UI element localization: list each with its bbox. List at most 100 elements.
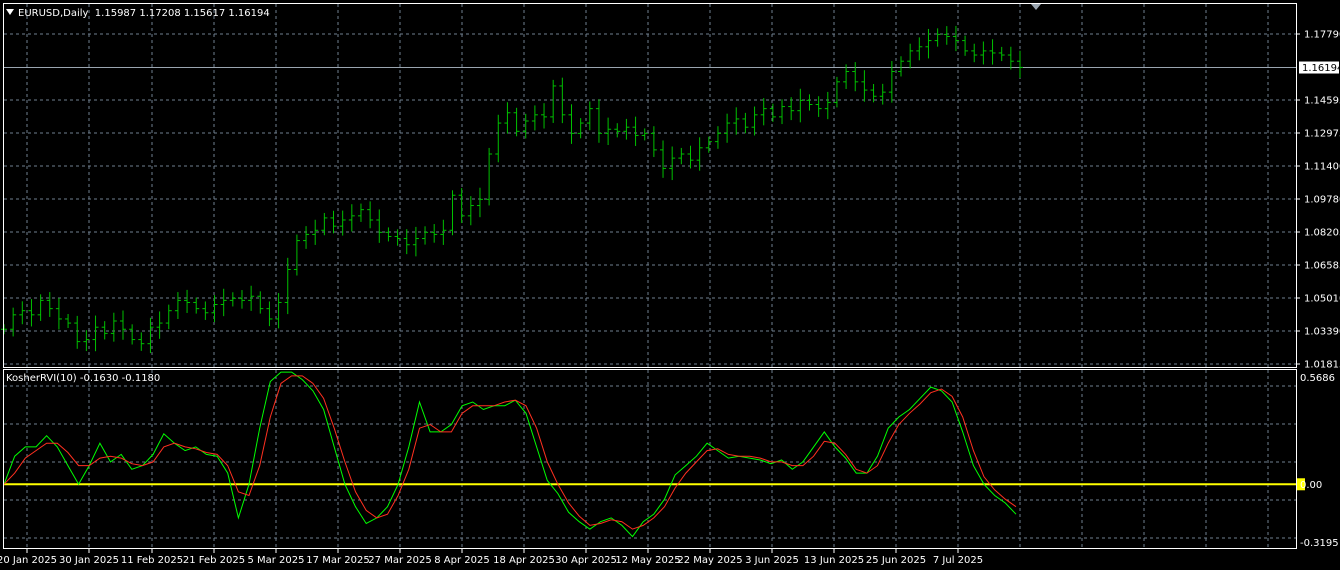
ohlc-bar[interactable] (156, 311, 163, 339)
ohlc-bar[interactable] (248, 285, 255, 311)
ohlc-bar[interactable] (943, 26, 950, 45)
ohlc-bar[interactable] (110, 312, 117, 342)
ohlc-bar[interactable] (586, 101, 593, 131)
ohlc-bar[interactable] (138, 332, 145, 351)
ohlc-bar[interactable] (257, 291, 264, 314)
ohlc-bar[interactable] (440, 219, 447, 245)
ohlc-bar[interactable] (614, 123, 621, 138)
ohlc-bar[interactable] (165, 304, 172, 330)
ohlc-bar[interactable] (403, 229, 410, 255)
ohlc-bar[interactable] (815, 96, 822, 117)
ohlc-bar[interactable] (101, 321, 108, 340)
ohlc-bar[interactable] (147, 317, 154, 354)
ohlc-bar[interactable] (303, 226, 310, 249)
ohlc-bar[interactable] (550, 79, 557, 123)
ohlc-bar[interactable] (788, 97, 795, 121)
ohlc-bar[interactable] (431, 224, 438, 243)
ohlc-bar[interactable] (998, 46, 1005, 62)
ohlc-bar[interactable] (28, 299, 35, 327)
ohlc-bar[interactable] (806, 94, 813, 111)
chart-shift-marker-icon[interactable] (1031, 4, 1041, 10)
ohlc-bar[interactable] (229, 292, 236, 307)
ohlc-bar[interactable] (357, 203, 364, 222)
ohlc-bar[interactable] (733, 107, 740, 135)
ohlc-bar[interactable] (1017, 50, 1023, 78)
ohlc-bar[interactable] (989, 39, 996, 65)
ohlc-bar[interactable] (888, 61, 895, 103)
ohlc-bar[interactable] (220, 288, 227, 317)
ohlc-bar[interactable] (934, 28, 941, 47)
ohlc-bar[interactable] (65, 313, 72, 329)
ohlc-bar[interactable] (577, 118, 584, 139)
price-bars[interactable] (1, 25, 1023, 354)
ohlc-bar[interactable] (486, 147, 493, 206)
ohlc-bar[interactable] (367, 201, 374, 229)
ohlc-bar[interactable] (55, 298, 62, 330)
ohlc-bar[interactable] (504, 102, 511, 134)
indicator-lines[interactable] (3, 371, 1296, 538)
ohlc-bar[interactable] (46, 292, 53, 317)
ohlc-bar[interactable] (348, 204, 355, 232)
ohlc-bar[interactable] (321, 212, 328, 236)
ohlc-bar[interactable] (174, 292, 181, 319)
ohlc-bar[interactable] (184, 289, 191, 313)
collapse-triangle-icon[interactable] (6, 9, 14, 15)
ohlc-bar[interactable] (330, 210, 337, 234)
ohlc-bar[interactable] (962, 35, 969, 56)
ohlc-bar[interactable] (1007, 46, 1014, 70)
indicator-header[interactable]: KosherRVI(10) -0.1630 -0.1180 (6, 373, 160, 384)
ohlc-bar[interactable] (202, 301, 209, 320)
ohlc-bar[interactable] (650, 126, 657, 158)
ohlc-bar[interactable] (724, 113, 731, 143)
ohlc-bar[interactable] (266, 301, 273, 327)
ohlc-bar[interactable] (74, 315, 81, 349)
ohlc-bar[interactable] (605, 117, 612, 146)
ohlc-bar[interactable] (458, 188, 465, 224)
ohlc-bar[interactable] (92, 315, 99, 352)
ohlc-bar[interactable] (376, 209, 383, 243)
ohlc-bar[interactable] (870, 84, 877, 103)
ohlc-bar[interactable] (19, 301, 26, 325)
ohlc-bar[interactable] (678, 147, 685, 165)
ohlc-bar[interactable] (824, 91, 831, 120)
ohlc-bar[interactable] (293, 234, 300, 276)
ohlc-bar[interactable] (779, 99, 786, 125)
ohlc-bar[interactable] (211, 295, 218, 323)
ohlc-bar[interactable] (339, 210, 346, 236)
ohlc-bar[interactable] (595, 99, 602, 143)
ohlc-bar[interactable] (559, 77, 566, 124)
ohlc-bar[interactable] (129, 324, 136, 345)
ohlc-bar[interactable] (37, 294, 44, 321)
ohlc-bar[interactable] (660, 140, 667, 178)
ohlc-bar[interactable] (541, 103, 548, 129)
ohlc-bar[interactable] (83, 330, 90, 352)
ohlc-bar[interactable] (412, 226, 419, 257)
ohlc-bar[interactable] (623, 118, 630, 140)
ohlc-bar[interactable] (531, 105, 538, 131)
ohlc-bar[interactable] (751, 106, 758, 136)
ohlc-bar[interactable] (284, 257, 291, 315)
rvi-fast-line[interactable] (3, 371, 1017, 538)
ohlc-bar[interactable] (879, 83, 886, 105)
ohlc-bar[interactable] (952, 25, 959, 52)
ohlc-bar[interactable] (925, 28, 932, 59)
ohlc-bar[interactable] (898, 56, 905, 77)
ohlc-bar[interactable] (312, 219, 319, 245)
ohlc-bar[interactable] (422, 226, 429, 245)
ohlc-bar[interactable] (449, 190, 456, 236)
ohlc-bar[interactable] (687, 145, 694, 169)
ohlc-bar[interactable] (769, 103, 776, 122)
ohlc-bar[interactable] (742, 112, 749, 134)
ohlc-bar[interactable] (852, 62, 859, 92)
ohlc-bar[interactable] (476, 187, 483, 218)
rvi-slow-line[interactable] (3, 375, 1017, 530)
ohlc-bar[interactable] (632, 116, 639, 146)
ohlc-bar[interactable] (275, 293, 282, 329)
ohlc-bar[interactable] (843, 64, 850, 90)
ohlc-bar[interactable] (522, 113, 529, 139)
symbol-header[interactable]: EURUSD,Daily 1.15987 1.17208 1.15617 1.1… (6, 8, 270, 19)
ohlc-bar[interactable] (467, 196, 474, 226)
ohlc-bar[interactable] (980, 41, 987, 65)
ohlc-bar[interactable] (714, 126, 721, 149)
